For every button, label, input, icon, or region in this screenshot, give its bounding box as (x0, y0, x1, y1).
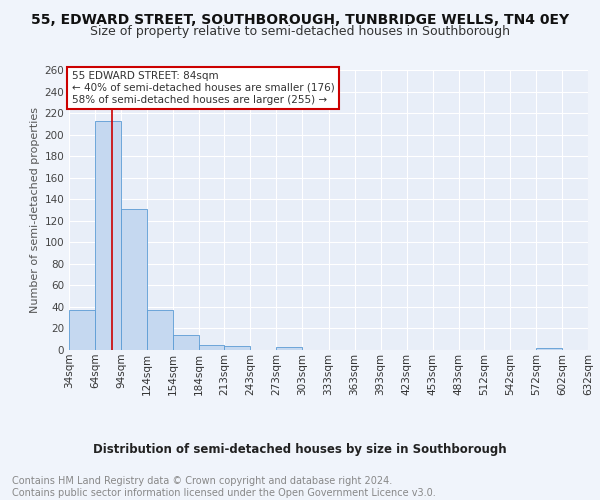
Text: 55, EDWARD STREET, SOUTHBOROUGH, TUNBRIDGE WELLS, TN4 0EY: 55, EDWARD STREET, SOUTHBOROUGH, TUNBRID… (31, 12, 569, 26)
Bar (536, 348, 562, 350)
Bar (173, 335, 199, 350)
Bar (224, 346, 250, 350)
Text: Distribution of semi-detached houses by size in Southborough: Distribution of semi-detached houses by … (93, 442, 507, 456)
Bar (147, 310, 173, 350)
Bar (95, 120, 121, 350)
Text: Size of property relative to semi-detached houses in Southborough: Size of property relative to semi-detach… (90, 25, 510, 38)
Bar (199, 344, 224, 350)
Bar (121, 209, 147, 350)
Text: Contains HM Land Registry data © Crown copyright and database right 2024.
Contai: Contains HM Land Registry data © Crown c… (12, 476, 436, 498)
Bar (69, 310, 95, 350)
Bar (277, 347, 302, 350)
Text: 55 EDWARD STREET: 84sqm
← 40% of semi-detached houses are smaller (176)
58% of s: 55 EDWARD STREET: 84sqm ← 40% of semi-de… (71, 72, 334, 104)
Y-axis label: Number of semi-detached properties: Number of semi-detached properties (30, 107, 40, 313)
